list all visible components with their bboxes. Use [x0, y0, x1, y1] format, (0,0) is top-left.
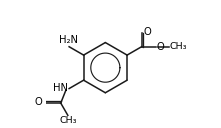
Text: O: O: [144, 27, 152, 37]
Text: CH₃: CH₃: [169, 42, 187, 51]
Text: CH₃: CH₃: [60, 116, 77, 125]
Text: H₂N: H₂N: [59, 35, 78, 45]
Text: O: O: [35, 97, 43, 107]
Text: O: O: [156, 42, 164, 52]
Text: HN: HN: [53, 83, 69, 93]
